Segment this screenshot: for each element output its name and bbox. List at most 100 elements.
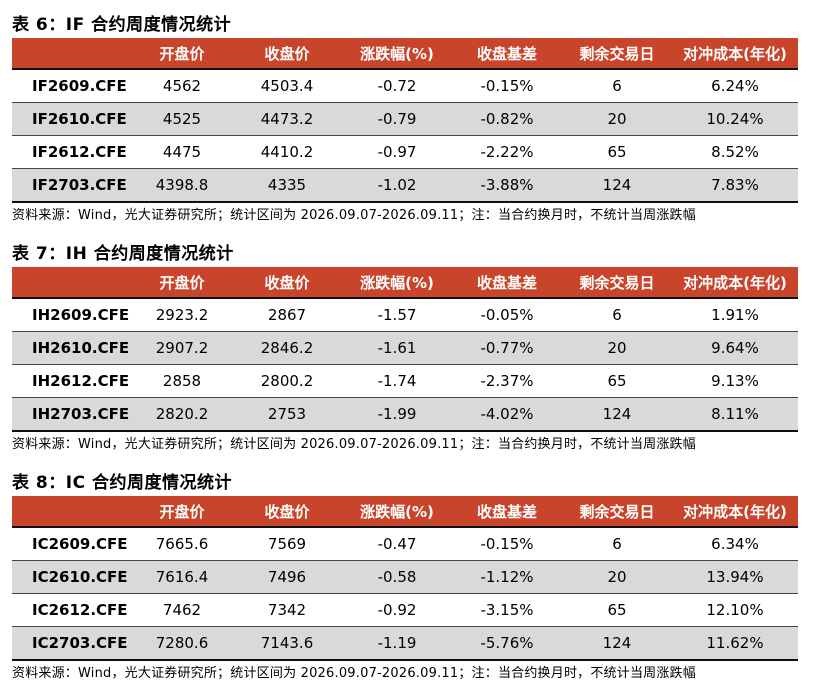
- header-close: 收盘价: [232, 38, 342, 70]
- open-price: 2820.2: [132, 397, 232, 432]
- contract-code: IF2609.CFE: [12, 69, 132, 103]
- hedge-cost: 6.24%: [672, 69, 798, 103]
- header-open: 开盘价: [132, 38, 232, 70]
- header-row: 开盘价 收盘价 涨跌幅(%) 收盘基差 剩余交易日 对冲成本(年化): [12, 38, 798, 70]
- close-basis: -0.15%: [452, 69, 562, 103]
- contract-code: IC2610.CFE: [12, 560, 132, 594]
- close-price: 2753: [232, 397, 342, 432]
- change-pct: -0.72: [342, 69, 452, 103]
- header-open: 开盘价: [132, 267, 232, 299]
- header-days: 剩余交易日: [562, 496, 672, 528]
- header-close: 收盘价: [232, 267, 342, 299]
- table-row: IF2609.CFE 4562 4503.4 -0.72 -0.15% 6 6.…: [12, 69, 798, 103]
- if-contract-table: 开盘价 收盘价 涨跌幅(%) 收盘基差 剩余交易日 对冲成本(年化) IF260…: [12, 38, 798, 203]
- remaining-days: 65: [562, 593, 672, 627]
- contract-code: IC2609.CFE: [12, 527, 132, 561]
- close-basis: -2.22%: [452, 135, 562, 169]
- close-basis: -4.02%: [452, 397, 562, 432]
- contract-code: IH2612.CFE: [12, 364, 132, 398]
- header-hedge-cost: 对冲成本(年化): [672, 496, 798, 528]
- close-basis: -0.82%: [452, 102, 562, 136]
- remaining-days: 6: [562, 298, 672, 332]
- ih-contract-table: 开盘价 收盘价 涨跌幅(%) 收盘基差 剩余交易日 对冲成本(年化) IH260…: [12, 267, 798, 432]
- open-price: 7665.6: [132, 527, 232, 561]
- close-price: 4473.2: [232, 102, 342, 136]
- remaining-days: 124: [562, 168, 672, 203]
- contract-code: IF2612.CFE: [12, 135, 132, 169]
- header-row: 开盘价 收盘价 涨跌幅(%) 收盘基差 剩余交易日 对冲成本(年化): [12, 267, 798, 299]
- remaining-days: 124: [562, 397, 672, 432]
- hedge-cost: 6.34%: [672, 527, 798, 561]
- remaining-days: 6: [562, 69, 672, 103]
- source-note: 资料来源：Wind，光大证券研究所；统计区间为 2026.09.07-2026.…: [12, 666, 696, 681]
- close-basis: -3.88%: [452, 168, 562, 203]
- contract-code: IH2609.CFE: [12, 298, 132, 332]
- hedge-cost: 8.52%: [672, 135, 798, 169]
- hedge-cost: 13.94%: [672, 560, 798, 594]
- hedge-cost: 12.10%: [672, 593, 798, 627]
- table-row: IC2610.CFE 7616.4 7496 -0.58 -1.12% 20 1…: [12, 560, 798, 594]
- hedge-cost: 10.24%: [672, 102, 798, 136]
- open-price: 4562: [132, 69, 232, 103]
- header-basis: 收盘基差: [452, 267, 562, 299]
- change-pct: -1.99: [342, 397, 452, 432]
- source-note: 资料来源：Wind，光大证券研究所；统计区间为 2026.09.07-2026.…: [12, 437, 696, 452]
- remaining-days: 20: [562, 102, 672, 136]
- contract-code: IH2610.CFE: [12, 331, 132, 365]
- open-price: 2923.2: [132, 298, 232, 332]
- open-price: 2907.2: [132, 331, 232, 365]
- header-open: 开盘价: [132, 496, 232, 528]
- header-hedge-cost: 对冲成本(年化): [672, 38, 798, 70]
- hedge-cost: 7.83%: [672, 168, 798, 203]
- change-pct: -0.92: [342, 593, 452, 627]
- table-row: IC2612.CFE 7462 7342 -0.92 -3.15% 65 12.…: [12, 593, 798, 627]
- header-change: 涨跌幅(%): [342, 38, 452, 70]
- contract-code: IH2703.CFE: [12, 397, 132, 432]
- header-hedge-cost: 对冲成本(年化): [672, 267, 798, 299]
- table-row: IC2609.CFE 7665.6 7569 -0.47 -0.15% 6 6.…: [12, 527, 798, 561]
- close-price: 2846.2: [232, 331, 342, 365]
- header-days: 剩余交易日: [562, 267, 672, 299]
- table-row: IF2612.CFE 4475 4410.2 -0.97 -2.22% 65 8…: [12, 135, 798, 169]
- change-pct: -1.02: [342, 168, 452, 203]
- contract-code: IF2610.CFE: [12, 102, 132, 136]
- close-price: 7342: [232, 593, 342, 627]
- hedge-cost: 9.13%: [672, 364, 798, 398]
- header-close: 收盘价: [232, 496, 342, 528]
- contract-code: IC2612.CFE: [12, 593, 132, 627]
- close-basis: -0.77%: [452, 331, 562, 365]
- open-price: 4398.8: [132, 168, 232, 203]
- ic-contract-table: 开盘价 收盘价 涨跌幅(%) 收盘基差 剩余交易日 对冲成本(年化) IC260…: [12, 496, 798, 661]
- table-title: 表 8：IC 合约周度情况统计: [12, 473, 232, 493]
- close-price: 4410.2: [232, 135, 342, 169]
- table-row: IH2610.CFE 2907.2 2846.2 -1.61 -0.77% 20…: [12, 331, 798, 365]
- header-change: 涨跌幅(%): [342, 496, 452, 528]
- header-days: 剩余交易日: [562, 38, 672, 70]
- close-price: 4335: [232, 168, 342, 203]
- table-row: IH2703.CFE 2820.2 2753 -1.99 -4.02% 124 …: [12, 397, 798, 432]
- hedge-cost: 8.11%: [672, 397, 798, 432]
- table-row: IF2703.CFE 4398.8 4335 -1.02 -3.88% 124 …: [12, 168, 798, 203]
- hedge-cost: 9.64%: [672, 331, 798, 365]
- change-pct: -1.19: [342, 626, 452, 661]
- change-pct: -0.58: [342, 560, 452, 594]
- remaining-days: 124: [562, 626, 672, 661]
- remaining-days: 65: [562, 135, 672, 169]
- remaining-days: 20: [562, 331, 672, 365]
- remaining-days: 6: [562, 527, 672, 561]
- table-row: IH2612.CFE 2858 2800.2 -1.74 -2.37% 65 9…: [12, 364, 798, 398]
- table-row: IH2609.CFE 2923.2 2867 -1.57 -0.05% 6 1.…: [12, 298, 798, 332]
- header-row: 开盘价 收盘价 涨跌幅(%) 收盘基差 剩余交易日 对冲成本(年化): [12, 496, 798, 528]
- close-price: 7143.6: [232, 626, 342, 661]
- contract-code: IF2703.CFE: [12, 168, 132, 203]
- remaining-days: 65: [562, 364, 672, 398]
- source-note: 资料来源：Wind，光大证券研究所；统计区间为 2026.09.07-2026.…: [12, 208, 696, 223]
- change-pct: -0.47: [342, 527, 452, 561]
- change-pct: -1.74: [342, 364, 452, 398]
- table-title: 表 6：IF 合约周度情况统计: [12, 15, 232, 35]
- close-basis: -5.76%: [452, 626, 562, 661]
- header-basis: 收盘基差: [452, 38, 562, 70]
- remaining-days: 20: [562, 560, 672, 594]
- header-contract: [12, 496, 132, 528]
- close-price: 4503.4: [232, 69, 342, 103]
